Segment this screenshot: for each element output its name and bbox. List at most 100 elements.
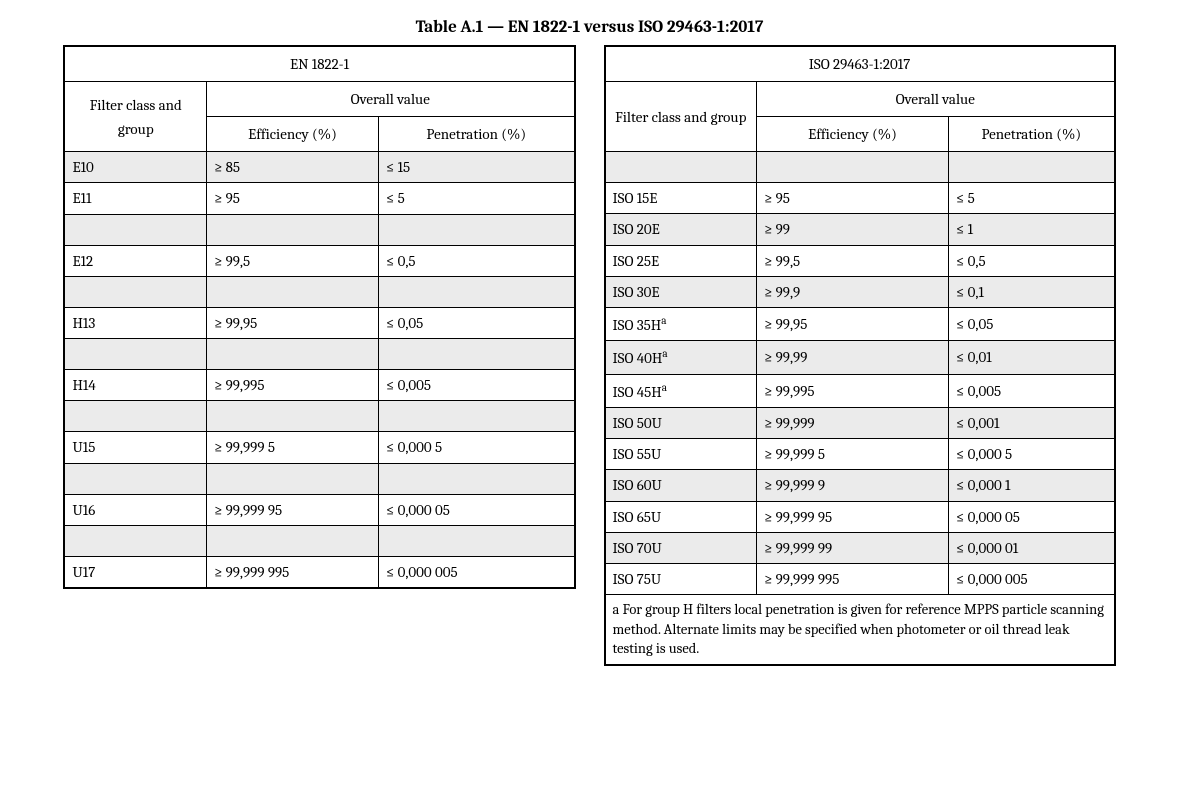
cell-filterclass: [64, 276, 206, 307]
table-row: ISO 40Ha≥ 99,99≤ 0,01: [605, 341, 1115, 374]
table-row: [605, 152, 1115, 183]
cell-efficiency: [206, 339, 378, 370]
table-row: [64, 214, 574, 245]
cell-efficiency: ≥ 99,999 995: [757, 564, 949, 595]
cell-filterclass: ISO 50U: [605, 407, 757, 438]
table-en-1822-1: EN 1822-1 Filter class and group Overall…: [63, 45, 575, 589]
cell-filterclass: H13: [64, 307, 206, 338]
cell-efficiency: ≥ 99: [757, 214, 949, 245]
cell-penetration: ≤ 0,000 5: [949, 439, 1115, 470]
cell-efficiency: ≥ 99,999 99: [757, 532, 949, 563]
col-hdr-filterclass: Filter class and group: [64, 82, 206, 152]
table-row: ISO 30E≥ 99,9≤ 0,1: [605, 276, 1115, 307]
cell-penetration: ≤ 0,001: [949, 407, 1115, 438]
cell-filterclass: U16: [64, 494, 206, 525]
cell-penetration: ≤ 0,000 5: [378, 432, 574, 463]
col-hdr-overallvalue: Overall value: [757, 82, 1115, 117]
standard-name-right: ISO 29463-1:2017: [605, 46, 1115, 82]
cell-efficiency: ≥ 99,999 9: [757, 470, 949, 501]
cell-efficiency: ≥ 99,95: [206, 307, 378, 338]
cell-penetration: ≤ 0,000 05: [949, 501, 1115, 532]
cell-filterclass: ISO 60U: [605, 470, 757, 501]
cell-efficiency: ≥ 95: [757, 183, 949, 214]
cell-filterclass: ISO 40Ha: [605, 341, 757, 374]
cell-filterclass: ISO 70U: [605, 532, 757, 563]
cell-filterclass: [64, 401, 206, 432]
cell-penetration: [378, 276, 574, 307]
cell-efficiency: ≥ 99,999 95: [206, 494, 378, 525]
table-row: U15≥ 99,999 5≤ 0,000 5: [64, 432, 574, 463]
cell-filterclass: E10: [64, 152, 206, 183]
cell-penetration: ≤ 15: [378, 152, 574, 183]
cell-penetration: [949, 152, 1115, 183]
cell-filterclass: ISO 75U: [605, 564, 757, 595]
table-row: ISO 45Ha≥ 99,995≤ 0,005: [605, 374, 1115, 407]
tables-wrapper: EN 1822-1 Filter class and group Overall…: [50, 45, 1129, 666]
cell-filterclass: [605, 152, 757, 183]
cell-efficiency: [206, 214, 378, 245]
cell-filterclass: ISO 35Ha: [605, 308, 757, 341]
cell-filterclass: [64, 463, 206, 494]
cell-penetration: ≤ 0,005: [949, 374, 1115, 407]
cell-filterclass: ISO 15E: [605, 183, 757, 214]
cell-penetration: [378, 339, 574, 370]
table-row: ISO 70U≥ 99,999 99≤ 0,000 01: [605, 532, 1115, 563]
table-row: H13≥ 99,95≤ 0,05: [64, 307, 574, 338]
cell-penetration: ≤ 5: [378, 183, 574, 214]
table-row: ISO 20E≥ 99≤ 1: [605, 214, 1115, 245]
cell-filterclass: U17: [64, 556, 206, 588]
cell-efficiency: ≥ 85: [206, 152, 378, 183]
cell-penetration: [378, 401, 574, 432]
cell-penetration: [378, 525, 574, 556]
cell-penetration: ≤ 0,01: [949, 341, 1115, 374]
standard-name-left: EN 1822-1: [64, 46, 574, 82]
cell-filterclass: [64, 214, 206, 245]
cell-efficiency: ≥ 99,5: [206, 245, 378, 276]
cell-filterclass: ISO 25E: [605, 245, 757, 276]
cell-filterclass: ISO 30E: [605, 276, 757, 307]
cell-penetration: ≤ 0,5: [949, 245, 1115, 276]
cell-efficiency: [206, 463, 378, 494]
table-iso-29463-1: ISO 29463-1:2017 Filter class and group …: [604, 45, 1116, 666]
cell-efficiency: [206, 401, 378, 432]
cell-efficiency: ≥ 99,99: [757, 341, 949, 374]
cell-penetration: [378, 214, 574, 245]
cell-efficiency: ≥ 99,999 995: [206, 556, 378, 588]
cell-efficiency: ≥ 99,995: [206, 370, 378, 401]
footnote: a For group H filters local penetration …: [605, 595, 1115, 665]
cell-penetration: ≤ 5: [949, 183, 1115, 214]
table-row: ISO 50U≥ 99,999≤ 0,001: [605, 407, 1115, 438]
table-caption: Table A.1 — EN 1822-1 versus ISO 29463-1…: [50, 18, 1129, 37]
cell-efficiency: ≥ 95: [206, 183, 378, 214]
cell-filterclass: E11: [64, 183, 206, 214]
table-row: ISO 25E≥ 99,5≤ 0,5: [605, 245, 1115, 276]
cell-filterclass: ISO 45Ha: [605, 374, 757, 407]
cell-filterclass: ISO 65U: [605, 501, 757, 532]
cell-penetration: ≤ 0,1: [949, 276, 1115, 307]
cell-penetration: ≤ 0,05: [949, 308, 1115, 341]
table-row: ISO 35Ha≥ 99,95≤ 0,05: [605, 308, 1115, 341]
cell-filterclass: U15: [64, 432, 206, 463]
table-row: E11≥ 95≤ 5: [64, 183, 574, 214]
cell-filterclass: ISO 20E: [605, 214, 757, 245]
col-hdr-efficiency: Efficiency (%): [757, 117, 949, 152]
col-hdr-penetration: Penetration (%): [378, 117, 574, 152]
cell-efficiency: ≥ 99,9: [757, 276, 949, 307]
cell-penetration: ≤ 0,000 005: [949, 564, 1115, 595]
cell-filterclass: [64, 525, 206, 556]
table-row: H14≥ 99,995≤ 0,005: [64, 370, 574, 401]
cell-efficiency: [757, 152, 949, 183]
cell-penetration: ≤ 0,000 01: [949, 532, 1115, 563]
cell-efficiency: ≥ 99,5: [757, 245, 949, 276]
cell-filterclass: ISO 55U: [605, 439, 757, 470]
cell-efficiency: ≥ 99,999 5: [206, 432, 378, 463]
table-row: ISO 55U≥ 99,999 5≤ 0,000 5: [605, 439, 1115, 470]
cell-efficiency: ≥ 99,999 5: [757, 439, 949, 470]
col-hdr-penetration: Penetration (%): [949, 117, 1115, 152]
table-row: ISO 65U≥ 99,999 95≤ 0,000 05: [605, 501, 1115, 532]
table-row: ISO 60U≥ 99,999 9≤ 0,000 1: [605, 470, 1115, 501]
table-row: ISO 15E≥ 95≤ 5: [605, 183, 1115, 214]
col-hdr-efficiency: Efficiency (%): [206, 117, 378, 152]
cell-filterclass: H14: [64, 370, 206, 401]
table-row: [64, 339, 574, 370]
